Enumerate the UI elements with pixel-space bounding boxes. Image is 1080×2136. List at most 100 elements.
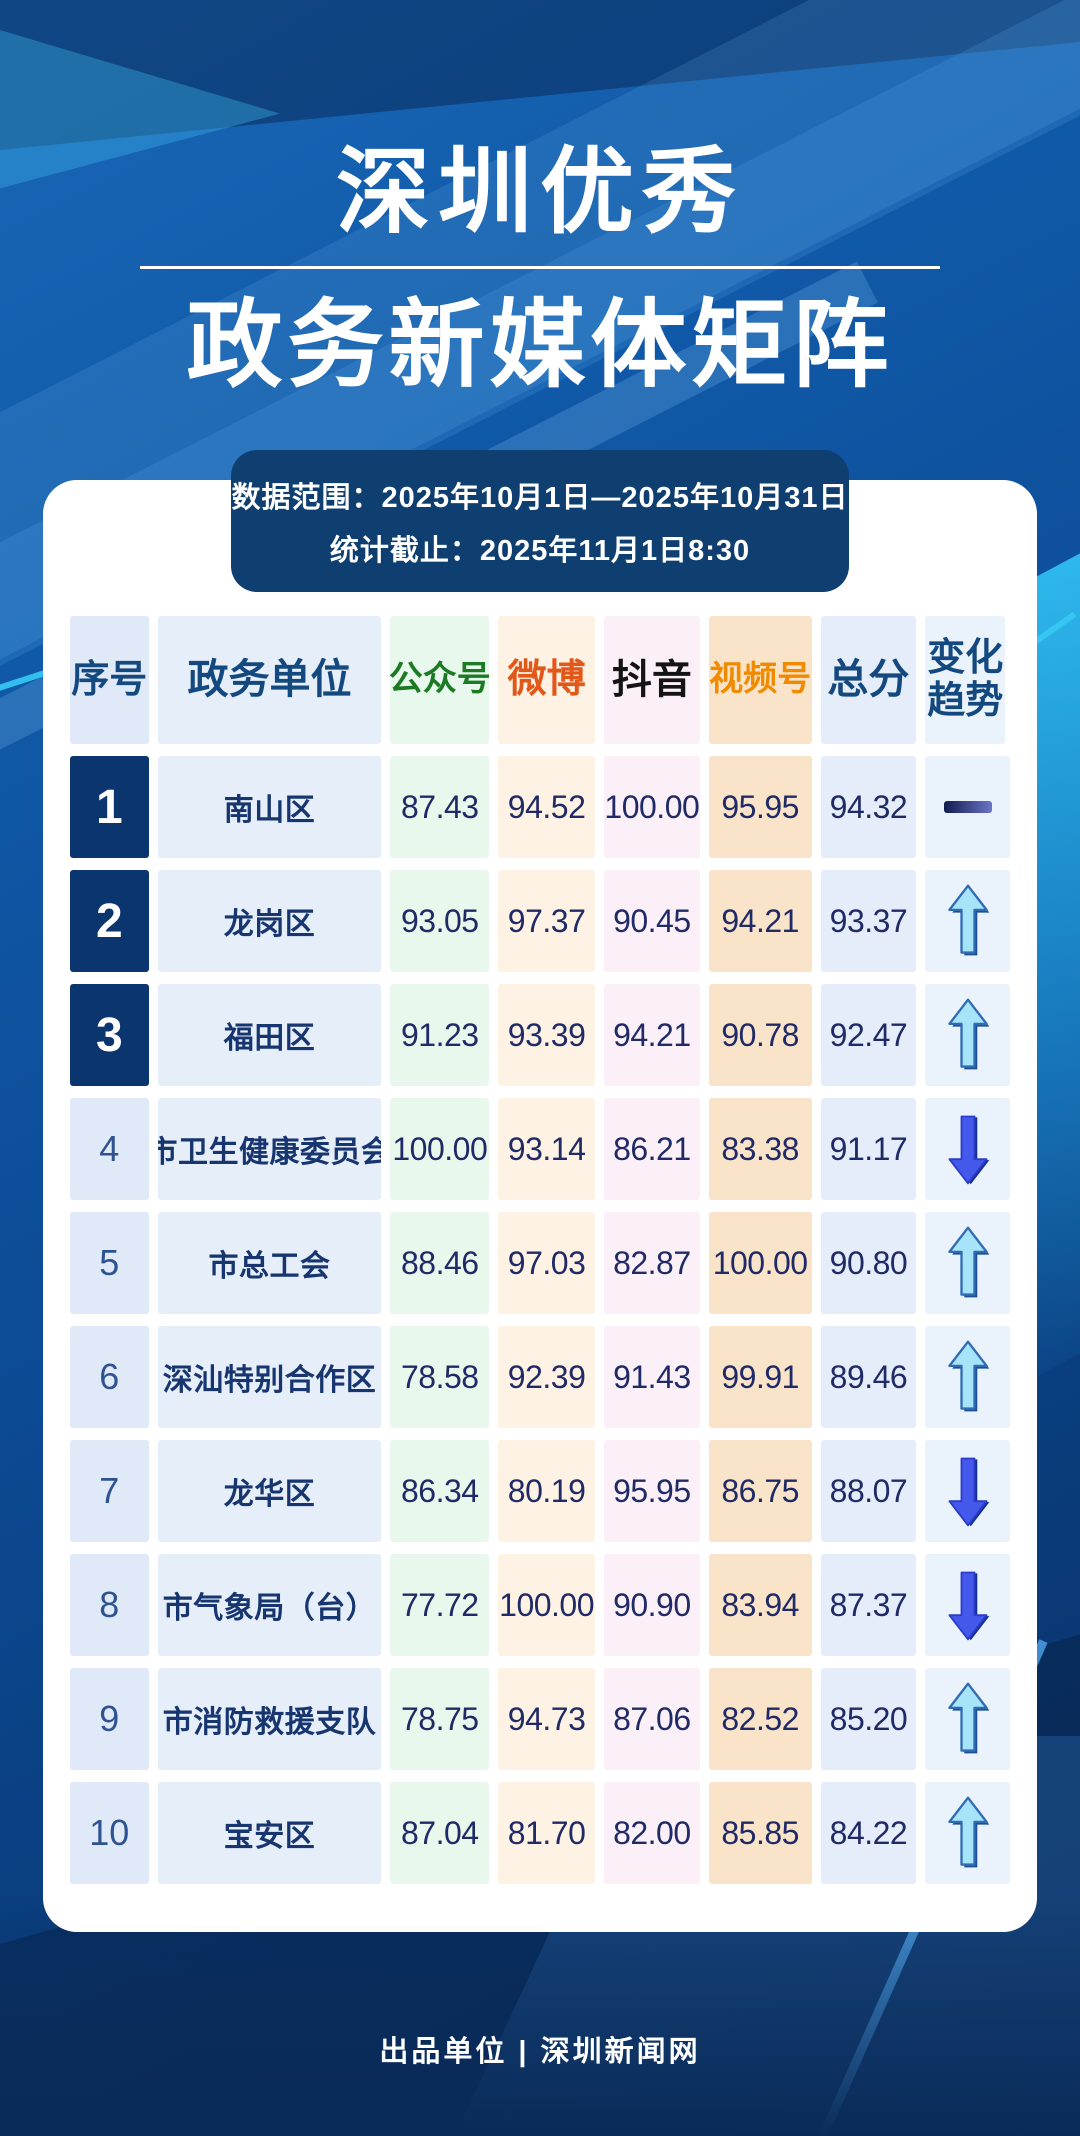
up-arrow-icon <box>947 884 990 956</box>
douyin-score-cell: 87.06 <box>603 1668 700 1770</box>
unit-name-cell: 宝安区 <box>157 1782 382 1884</box>
rank-badge-top: 2 <box>70 870 149 972</box>
up-arrow-icon <box>947 1340 990 1412</box>
rank-cell: 9 <box>70 1668 149 1770</box>
column-header-wechat: 公众号 <box>390 616 490 744</box>
data-range-text: 数据范围：2025年10月1日—2025年10月31日 <box>231 481 849 514</box>
main-title-line2: 政务新媒体矩阵 <box>186 292 894 399</box>
weibo-score-cell: 81.70 <box>498 1782 595 1884</box>
video-score-cell: 100.00 <box>708 1212 812 1314</box>
trend-flat-cell <box>925 756 1010 858</box>
video-score-cell: 82.52 <box>708 1668 812 1770</box>
bg-dark-top-band <box>0 0 1080 150</box>
douyin-score-cell: 82.87 <box>603 1212 700 1314</box>
unit-name-cell: 市消防救援支队 <box>157 1668 382 1770</box>
weibo-score-cell: 80.19 <box>498 1440 595 1542</box>
video-score-cell: 94.21 <box>708 870 812 972</box>
column-header-douyin: 抖音 <box>603 616 700 744</box>
rank-cell: 10 <box>70 1782 149 1884</box>
total-score-cell: 91.17 <box>820 1098 917 1200</box>
video-score-cell: 86.75 <box>708 1440 812 1542</box>
unit-name-cell: 市卫生健康委员会 <box>157 1098 382 1200</box>
weibo-score-cell: 93.14 <box>498 1098 595 1200</box>
weibo-score-cell: 94.52 <box>498 756 595 858</box>
unit-name-cell: 市总工会 <box>157 1212 382 1314</box>
wechat-score-cell: 88.46 <box>390 1212 490 1314</box>
total-score-cell: 90.80 <box>820 1212 917 1314</box>
up-arrow-icon <box>947 1796 990 1868</box>
footer-credit: 出品单位 | 深圳新闻网 <box>379 2036 701 2068</box>
bg-bottom-shade <box>0 1896 1080 2136</box>
video-score-cell: 99.91 <box>708 1326 812 1428</box>
weibo-score-cell: 97.37 <box>498 870 595 972</box>
rank-cell: 7 <box>70 1440 149 1542</box>
trend-up-cell <box>925 1668 1010 1770</box>
trend-down-cell <box>925 1554 1010 1656</box>
up-arrow-icon <box>947 1226 990 1298</box>
column-header-trend: 变化趋势 <box>925 616 1006 744</box>
title-divider-line <box>140 266 940 269</box>
douyin-score-cell: 90.90 <box>603 1554 700 1656</box>
wechat-score-cell: 77.72 <box>390 1554 490 1656</box>
weibo-score-cell: 92.39 <box>498 1326 595 1428</box>
wechat-score-cell: 87.04 <box>390 1782 490 1884</box>
total-score-cell: 85.20 <box>820 1668 917 1770</box>
video-score-cell: 85.85 <box>708 1782 812 1884</box>
total-score-cell: 88.07 <box>820 1440 917 1542</box>
wechat-score-cell: 78.75 <box>390 1668 490 1770</box>
stat-deadline-text: 统计截止：2025年11月1日8:30 <box>329 534 751 567</box>
douyin-score-cell: 100.00 <box>603 756 700 858</box>
video-score-cell: 95.95 <box>708 756 812 858</box>
weibo-score-cell: 94.73 <box>498 1668 595 1770</box>
unit-name-cell: 深汕特别合作区 <box>157 1326 382 1428</box>
trend-down-cell <box>925 1098 1010 1200</box>
douyin-score-cell: 95.95 <box>603 1440 700 1542</box>
weibo-score-cell: 93.39 <box>498 984 595 1086</box>
wechat-score-cell: 100.00 <box>390 1098 490 1200</box>
trend-up-cell <box>925 1782 1010 1884</box>
wechat-score-cell: 93.05 <box>390 870 490 972</box>
total-score-cell: 84.22 <box>820 1782 917 1884</box>
total-score-cell: 92.47 <box>820 984 917 1086</box>
column-header-weibo: 微博 <box>498 616 595 744</box>
unit-name-cell: 龙华区 <box>157 1440 382 1542</box>
unit-name-cell: 市气象局（台） <box>157 1554 382 1656</box>
ranking-table: 序号 政务单位 公众号 微博 抖音 视频号 总分 变化趋势 1 南山区 87.43 94.52 100.… <box>70 616 1010 1884</box>
rank-cell: 6 <box>70 1326 149 1428</box>
video-score-cell: 83.38 <box>708 1098 812 1200</box>
total-score-cell: 87.37 <box>820 1554 917 1656</box>
trend-up-cell <box>925 870 1010 972</box>
douyin-score-cell: 94.21 <box>603 984 700 1086</box>
rank-badge-top: 1 <box>70 756 149 858</box>
total-score-cell: 93.37 <box>820 870 917 972</box>
weibo-score-cell: 100.00 <box>498 1554 595 1656</box>
weibo-score-cell: 97.03 <box>498 1212 595 1314</box>
column-header-unit: 政务单位 <box>157 616 382 744</box>
down-arrow-icon <box>948 1115 990 1185</box>
douyin-score-cell: 86.21 <box>603 1098 700 1200</box>
down-arrow-icon <box>948 1571 990 1641</box>
column-header-video: 视频号 <box>708 616 812 744</box>
trend-up-cell <box>925 1212 1010 1314</box>
rank-badge-top: 3 <box>70 984 149 1086</box>
unit-name-cell: 龙岗区 <box>157 870 382 972</box>
rank-cell: 4 <box>70 1098 149 1200</box>
trend-up-cell <box>925 984 1010 1086</box>
up-arrow-icon <box>947 998 990 1070</box>
trend-down-cell <box>925 1440 1010 1542</box>
flat-dash-icon <box>943 801 992 813</box>
total-score-cell: 89.46 <box>820 1326 917 1428</box>
rank-cell: 8 <box>70 1554 149 1656</box>
ranking-card: 序号 政务单位 公众号 微博 抖音 视频号 总分 变化趋势 1 南山区 87.43 94.52 100.… <box>43 480 1037 1932</box>
rank-cell: 5 <box>70 1212 149 1314</box>
trend-up-cell <box>925 1326 1010 1428</box>
data-range-banner: 数据范围：2025年10月1日—2025年10月31日 统计截止：2025年11… <box>231 450 849 592</box>
video-score-cell: 90.78 <box>708 984 812 1086</box>
wechat-score-cell: 86.34 <box>390 1440 490 1542</box>
main-title-line1: 深圳优秀 <box>335 139 744 244</box>
unit-name-cell: 福田区 <box>157 984 382 1086</box>
column-header-total: 总分 <box>820 616 917 744</box>
douyin-score-cell: 91.43 <box>603 1326 700 1428</box>
wechat-score-cell: 91.23 <box>390 984 490 1086</box>
